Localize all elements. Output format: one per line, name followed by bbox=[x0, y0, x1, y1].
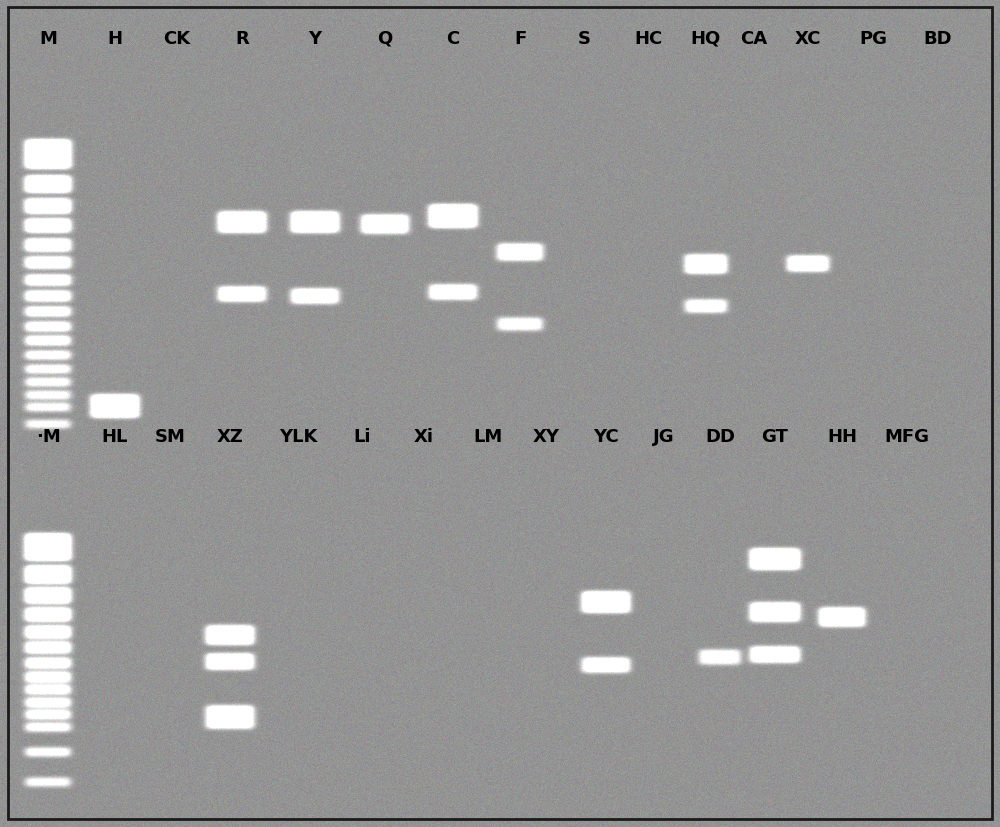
Text: C: C bbox=[446, 30, 460, 48]
Text: HQ: HQ bbox=[691, 30, 721, 48]
Text: HH: HH bbox=[827, 428, 857, 446]
Text: LM: LM bbox=[473, 428, 503, 446]
Text: Li: Li bbox=[353, 428, 371, 446]
Text: DD: DD bbox=[705, 428, 735, 446]
Text: CK: CK bbox=[163, 30, 191, 48]
Text: BD: BD bbox=[924, 30, 952, 48]
Text: HL: HL bbox=[102, 428, 128, 446]
Text: CA: CA bbox=[740, 30, 768, 48]
Text: R: R bbox=[235, 30, 249, 48]
Text: XC: XC bbox=[795, 30, 821, 48]
Text: XY: XY bbox=[532, 428, 560, 446]
Text: MFG: MFG bbox=[885, 428, 930, 446]
Text: SM: SM bbox=[155, 428, 185, 446]
Text: F: F bbox=[514, 30, 526, 48]
Text: XZ: XZ bbox=[217, 428, 243, 446]
Text: YLK: YLK bbox=[279, 428, 317, 446]
Text: ·M: ·M bbox=[36, 428, 60, 446]
Text: Q: Q bbox=[377, 30, 393, 48]
Text: H: H bbox=[108, 30, 122, 48]
Text: GT: GT bbox=[762, 428, 788, 446]
Text: S: S bbox=[578, 30, 590, 48]
Text: YC: YC bbox=[593, 428, 619, 446]
Text: Y: Y bbox=[308, 30, 322, 48]
Text: M: M bbox=[39, 30, 57, 48]
Text: JG: JG bbox=[653, 428, 675, 446]
Text: HC: HC bbox=[634, 30, 662, 48]
Text: PG: PG bbox=[859, 30, 887, 48]
Text: Xi: Xi bbox=[414, 428, 434, 446]
